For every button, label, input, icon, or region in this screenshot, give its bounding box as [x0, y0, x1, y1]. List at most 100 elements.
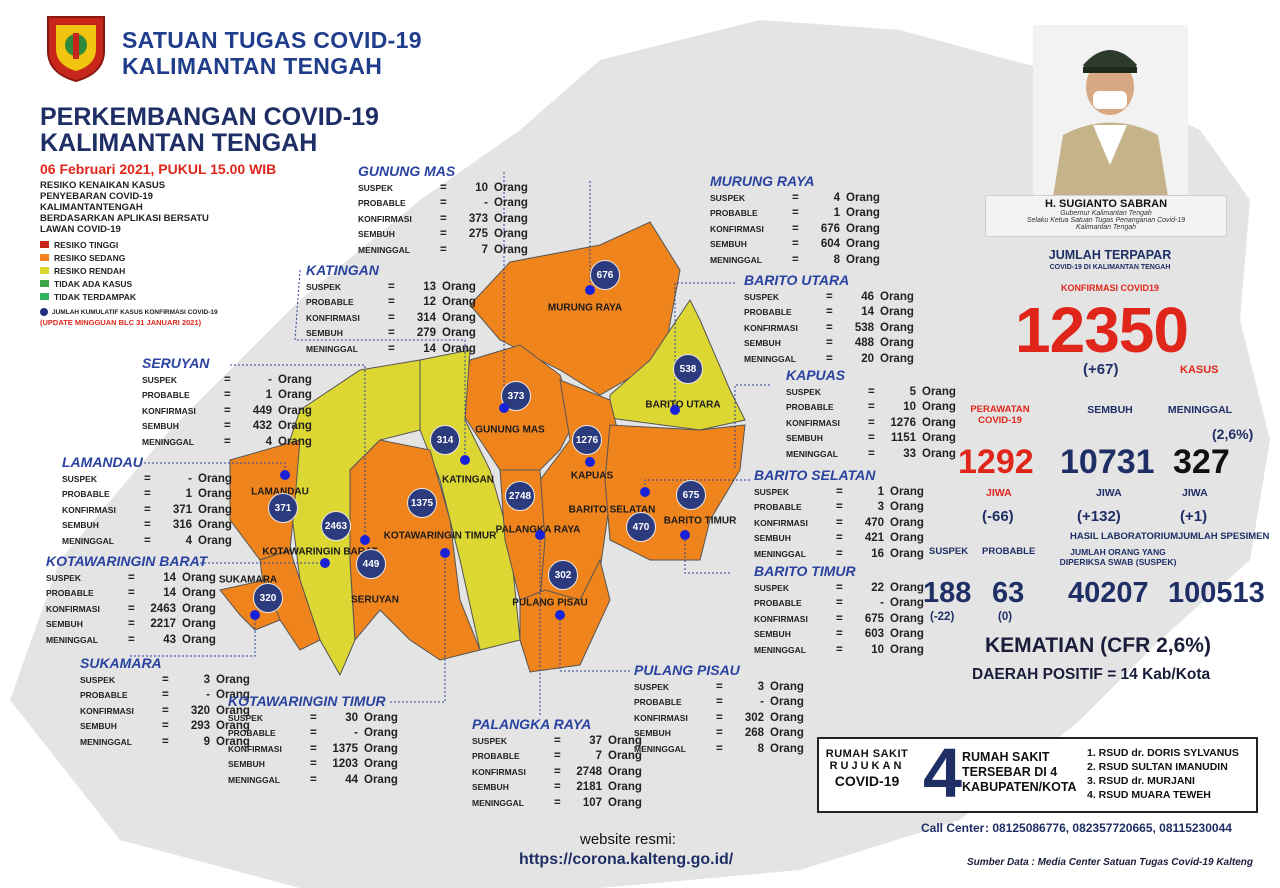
stat-value: 268	[744, 727, 764, 740]
region-stats-table: SUSPEK = 5 Orang PROBABLE = 10 Orang KONFIRMASI =…	[786, 384, 956, 462]
region-stat-row: KONFIRMASI = 1276 Orang	[786, 415, 956, 431]
stat-eq: =	[162, 704, 169, 717]
region-stat-row: SUSPEK = 37 Orang	[472, 733, 642, 749]
main-title: PERKEMBANGAN COVID-19 KALIMANTAN TENGAH	[40, 104, 379, 156]
swab-label: JUMLAH ORANG YANG DIPERIKSA SWAB (SUSPEK…	[1059, 547, 1177, 567]
region-marker-dot	[585, 285, 595, 295]
stat-label: MENINGGAL	[228, 774, 280, 785]
website-link[interactable]: https://corona.kalteng.go.id/	[519, 851, 734, 868]
region-stat-row: SEMBUH = 1151 Orang	[786, 431, 956, 447]
region-block-murung-raya: MURUNG RAYA SUSPEK = 4 Orang PROBABLE = 1 Orang K…	[710, 173, 880, 268]
case-badge: 1276	[572, 425, 602, 455]
stat-label: PROBABLE	[62, 489, 110, 500]
region-stat-row: KONFIRMASI = 302 Orang	[634, 710, 804, 726]
stat-label: SUSPEK	[142, 374, 177, 385]
region-marker-dot	[680, 530, 690, 540]
stat-unit: Orang	[890, 501, 924, 514]
map-label: SUKAMARA	[218, 574, 278, 586]
stat-eq: =	[128, 571, 135, 584]
stat-unit: Orang	[198, 503, 232, 516]
stat-eq: =	[224, 404, 231, 417]
stat-value: 676	[820, 222, 840, 235]
stat-value: 43	[163, 633, 176, 646]
summary-subheading: COVID-19 DI KALIMANTAN TENGAH	[1049, 264, 1171, 271]
map-label: LAMANDAU	[251, 486, 309, 498]
region-stat-row: PROBABLE = - Orang	[80, 688, 250, 704]
stat-value: 1375	[332, 742, 358, 755]
stat-eq: =	[128, 602, 135, 615]
stat-eq: =	[554, 734, 561, 747]
stat-unit: Orang	[608, 734, 642, 747]
stat-value: 37	[589, 734, 602, 747]
stat-value: 275	[468, 228, 488, 241]
region-kotawaringin-timur	[349, 439, 481, 661]
stat-value: 14	[163, 571, 176, 584]
region-marker-dot	[585, 457, 595, 467]
swab-value: 40207	[1068, 577, 1149, 609]
title-line2: KALIMANTAN TENGAH	[40, 129, 318, 157]
stat-eq: =	[440, 212, 447, 225]
stat-label: KONFIRMASI	[744, 322, 798, 333]
stat-value: 22	[871, 581, 884, 594]
region-stat-row: SUSPEK = 1 Orang	[754, 484, 924, 500]
hospital-box-title: RUMAH SAKIT RUJUKAN COVID-19	[825, 748, 909, 789]
stat-label: PROBABLE	[228, 728, 276, 739]
stat-unit: Orang	[922, 432, 956, 445]
stat-eq: =	[144, 519, 151, 532]
region-stats-table: SUSPEK = 46 Orang PROBABLE = 14 Orang KONFIRMASI…	[744, 289, 914, 367]
region-stat-row: PROBABLE = - Orang	[228, 726, 398, 742]
stat-eq: =	[792, 238, 799, 251]
region-pulang-pisau	[519, 558, 611, 673]
region-stats-table: SUSPEK = 10 Orang PROBABLE = - Orang KONFIRMASI =…	[358, 180, 528, 258]
region-stat-row: SEMBUH = 2217 Orang	[46, 617, 216, 633]
stat-label: MENINGGAL	[710, 254, 762, 265]
stat-value: 1203	[332, 758, 358, 771]
region-stat-row: SEMBUH = 488 Orang	[744, 336, 914, 352]
stat-eq: =	[554, 796, 561, 809]
risk-legend-label: RESIKO RENDAH	[54, 265, 126, 276]
region-block-lamandau: LAMANDAU SUSPEK = - Orang PROBABLE = 1 Orang KONF…	[62, 454, 232, 549]
region-stat-row: SUSPEK = 14 Orang	[46, 570, 216, 586]
stat-unit: Orang	[890, 581, 924, 594]
stat-eq: =	[836, 628, 843, 641]
region-stats-table: SUSPEK = 14 Orang PROBABLE = 14 Orang KONFIRMASI…	[46, 570, 216, 648]
hospital-box-l2: RUJUKAN	[829, 760, 905, 772]
region-block-pulang-pisau: PULANG PISAU SUSPEK = 3 Orang PROBABLE = - Orang…	[634, 662, 804, 757]
spesimen-label: JUMLAH SPESIMEN	[1178, 531, 1270, 542]
case-badge: 470	[626, 512, 656, 542]
sembuh-value: 10731	[1060, 443, 1155, 481]
meninggal-unit: JIWA	[1182, 487, 1208, 499]
stat-value: 2181	[576, 781, 602, 794]
stat-value: 46	[861, 290, 874, 303]
stat-eq: =	[836, 597, 843, 610]
region-stat-row: KONFIRMASI = 371 Orang	[62, 502, 232, 518]
stat-label: MENINGGAL	[46, 634, 98, 645]
region-block-seruyan: SERUYAN SUSPEK = - Orang PROBABLE = 1 Orang KONFI…	[142, 355, 312, 450]
stat-unit: Orang	[890, 547, 924, 560]
stat-value: 8	[757, 742, 764, 755]
kasus-label: KASUS	[1180, 364, 1219, 376]
stat-eq: =	[144, 503, 151, 516]
stat-unit: Orang	[890, 628, 924, 641]
stat-eq: =	[792, 222, 799, 235]
stat-label: KONFIRMASI	[634, 712, 688, 723]
stat-eq: =	[836, 612, 843, 625]
stat-eq: =	[792, 191, 799, 204]
stat-eq: =	[440, 243, 447, 256]
suspek-value: 188	[923, 577, 972, 609]
dot-legend-label: JUMLAH KUMULATIF KASUS KONFIRMASI COVID-…	[52, 308, 218, 316]
org-title: SATUAN TUGAS COVID-19 KALIMANTAN TENGAH	[122, 27, 422, 79]
risk-swatch	[40, 293, 49, 300]
region-stat-row: KONFIRMASI = 2463 Orang	[46, 601, 216, 617]
logo	[42, 13, 110, 83]
region-title: BARITO TIMUR	[754, 563, 856, 579]
region-stat-row: KONFIRMASI = 373 Orang	[358, 211, 528, 227]
region-title: KOTAWARINGIN BARAT	[46, 553, 208, 569]
stat-value: 7	[481, 243, 488, 256]
stat-unit: Orang	[442, 296, 476, 309]
stat-unit: Orang	[494, 243, 528, 256]
stat-label: KONFIRMASI	[80, 705, 134, 716]
stat-eq: =	[440, 181, 447, 194]
stat-unit: Orang	[890, 516, 924, 529]
hospital-item: 1. RSUD dr. DORIS SYLVANUS	[1087, 747, 1239, 759]
